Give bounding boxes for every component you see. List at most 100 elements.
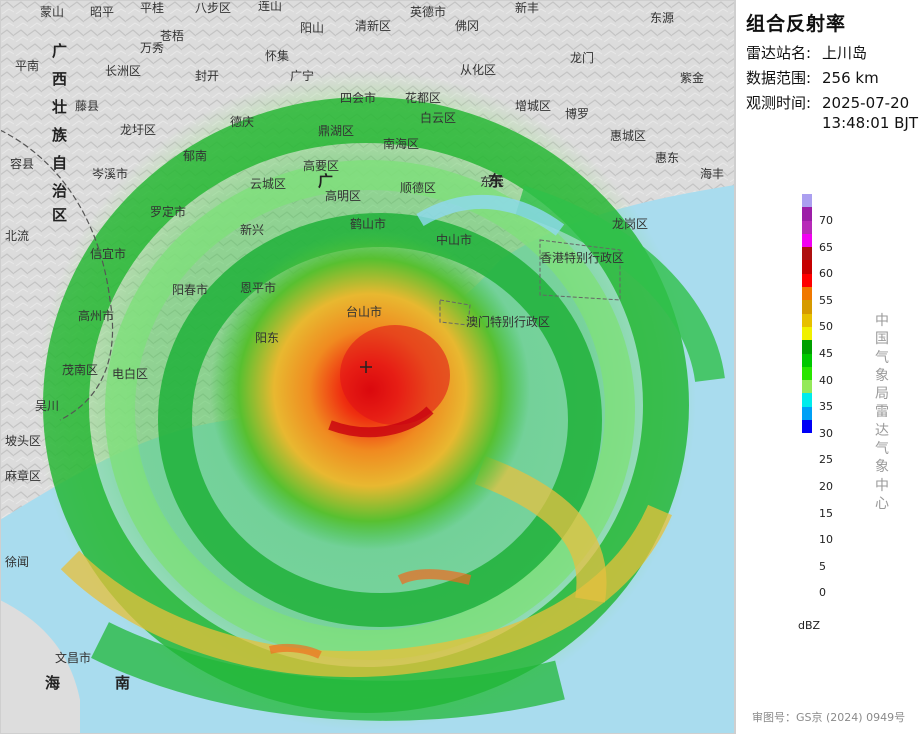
map-label: 四会市 — [340, 90, 376, 105]
issuer-char: 象 — [875, 367, 889, 384]
map-label: 连山 — [258, 0, 282, 13]
province-boundary — [0, 129, 114, 421]
map-label: 长洲区 — [105, 64, 141, 78]
map-label: 麻章区 — [5, 468, 41, 483]
map-label: 恩平市 — [240, 280, 276, 295]
legend-color-swatch — [802, 207, 812, 221]
legend-color-swatch — [802, 300, 812, 314]
map-label: 广宁 — [290, 68, 314, 83]
issuer-char: 国 — [875, 331, 889, 348]
time-clock: 13:48:01 BJT — [822, 114, 919, 132]
map-label: 藤县 — [75, 99, 99, 113]
map-label: 台山市 — [346, 304, 382, 319]
map-label: 罗定市 — [150, 204, 186, 219]
legend-tick-label: 20 — [819, 480, 833, 493]
map-label: 佛冈 — [455, 19, 479, 33]
map-label: 昭平 — [90, 5, 114, 19]
legend-color-swatch — [802, 313, 812, 327]
map-label: 高州市 — [78, 308, 114, 323]
station-label: 雷达站名: — [746, 44, 812, 62]
legend-tick-label: 35 — [819, 400, 833, 414]
map-label: 云城区 — [250, 177, 286, 191]
legend-tick-label: 55 — [819, 293, 833, 307]
legend-tick-label: 50 — [819, 320, 833, 334]
map-label: 龙岗区 — [612, 217, 648, 231]
issuer-vertical-text: 中国气象局雷达气象中心 — [874, 312, 890, 513]
map-label: 惠东 — [655, 151, 679, 165]
legend-color-swatch — [802, 380, 812, 394]
map-label: 海丰 — [700, 166, 724, 181]
map-label: 文昌市 — [55, 650, 91, 665]
issuer-char: 象 — [875, 459, 889, 476]
issuer-char: 气 — [875, 349, 889, 366]
issuer-char: 达 — [875, 422, 889, 439]
legend-color-swatch — [802, 273, 812, 288]
map-label: 怀集 — [265, 48, 289, 63]
issuer-char: 心 — [875, 495, 889, 512]
province-char: 西 — [52, 70, 67, 88]
map-label: 增城区 — [515, 99, 551, 113]
map-label: 阳东 — [255, 331, 279, 345]
radar-station-marker — [360, 361, 372, 373]
map-label: 电白区 — [112, 366, 148, 381]
hk-boundary — [539, 239, 621, 301]
legend-tick-label: 30 — [819, 426, 833, 440]
macao-boundary — [439, 299, 471, 326]
map-label: 紫金 — [680, 70, 704, 85]
map-label: 新丰 — [515, 0, 539, 15]
map-label: 德庆 — [230, 114, 254, 129]
product-title: 组合反射率 — [746, 13, 847, 35]
map-label: 容县 — [10, 156, 34, 171]
legend-tick-label: 40 — [819, 373, 833, 387]
map-label: 茂南区 — [62, 362, 98, 377]
legend-tick-label: 0 — [819, 586, 826, 600]
legend-color-swatch — [802, 287, 812, 301]
province-char: 自 — [52, 154, 67, 172]
map-label: 从化区 — [460, 63, 496, 77]
map-label: 龙圩区 — [120, 123, 156, 137]
issuer-char: 雷 — [875, 404, 889, 421]
range-value: 256 km — [822, 69, 879, 87]
map-label: 东源 — [650, 11, 674, 25]
color-legend-bar — [802, 194, 812, 434]
map-label: 香港特别行政区 — [540, 250, 624, 265]
legend-tick-label: 10 — [819, 533, 833, 547]
map-label: 八步区 — [195, 1, 231, 15]
province-char: 广 — [52, 42, 67, 60]
legend-color-swatch — [802, 260, 812, 274]
map-label: 花都区 — [405, 90, 441, 105]
time-label: 观测时间: — [746, 94, 812, 112]
map-label: 清新区 — [355, 18, 391, 33]
legend-tick-label: 5 — [819, 559, 826, 573]
map-label: 东莞 — [480, 175, 504, 189]
legend-tick-label: 70 — [819, 214, 833, 227]
legend-tick-label: 65 — [819, 240, 833, 254]
issuer-char: 气 — [875, 441, 889, 458]
map-label: 信宜市 — [90, 246, 126, 261]
map-label: 阳山 — [300, 21, 324, 35]
province-char: 族 — [52, 126, 68, 144]
province-char: 广 — [318, 172, 333, 190]
legend-tick-label: 15 — [819, 506, 833, 520]
province-char: 壮 — [52, 98, 67, 116]
range-label: 数据范围: — [746, 69, 812, 87]
map-label: 平桂 — [140, 0, 164, 15]
legend-tick-label: 45 — [819, 347, 833, 360]
issuer-char: 中 — [875, 477, 889, 494]
map-labels: 蒙山 昭平 平桂 八步区 连山 阳山 清新区 英德市 新丰 东源 苍梧 长洲区 … — [5, 0, 724, 692]
map-label: 北流 — [5, 229, 29, 243]
issuer-char: 中 — [875, 313, 889, 329]
legend-color-swatch — [802, 340, 812, 354]
radar-map[interactable]: 蒙山 昭平 平桂 八步区 连山 阳山 清新区 英德市 新丰 东源 苍梧 长洲区 … — [0, 0, 735, 734]
map-label: 高要区 — [303, 158, 339, 173]
legend-color-swatch — [802, 326, 812, 341]
time-date: 2025-07-20 — [822, 94, 910, 112]
map-label: 龙门 — [570, 50, 594, 65]
map-label: 英德市 — [410, 4, 446, 19]
map-label: 蒙山 — [40, 5, 64, 19]
map-label: 坡头区 — [5, 434, 41, 448]
leizhou-peninsula — [0, 600, 80, 734]
legend-color-swatch — [802, 247, 812, 261]
legend-color-swatch — [802, 353, 812, 367]
